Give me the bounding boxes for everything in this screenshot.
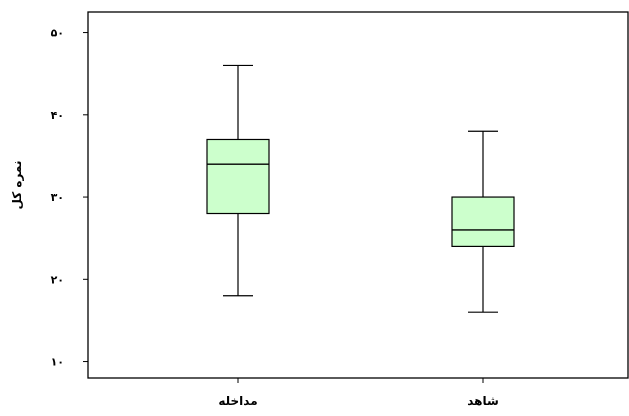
iqr-box [206, 138, 270, 215]
y-tick-label: ۵۰ [51, 27, 64, 40]
y-tick-label: ۲۰ [51, 273, 64, 286]
plot-frame [87, 11, 629, 379]
y-tick-label: ۱۰ [51, 356, 64, 369]
y-tick-label: ۴۰ [51, 109, 64, 122]
x-tick-label: مداخله [218, 394, 257, 408]
y-tick-label: ۳۰ [51, 191, 64, 204]
y-axis-label: نمره کل [2, 150, 32, 220]
iqr-box [451, 196, 515, 248]
x-tick-label: شاهد [467, 394, 499, 408]
y-axis-label-text: نمره کل [10, 160, 24, 210]
